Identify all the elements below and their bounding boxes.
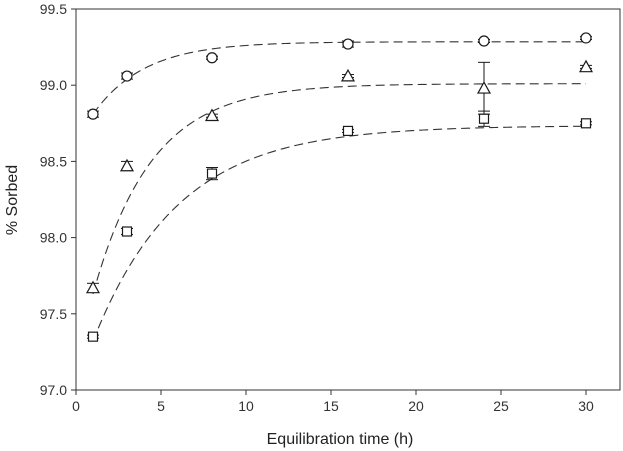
square-fit-line <box>92 125 587 342</box>
triangle-point <box>85 280 101 294</box>
x-tick-label: 30 <box>578 398 594 414</box>
circle-point <box>206 52 218 64</box>
square-point <box>478 113 490 124</box>
circle-point <box>478 35 490 47</box>
x-tick-label: 5 <box>157 398 165 414</box>
x-tick-label: 0 <box>72 398 80 414</box>
plot-frame <box>75 8 621 391</box>
y-axis-title: % Sorbed <box>4 165 21 235</box>
x-axis-title: Equilibration time (h) <box>267 431 414 448</box>
triangle-point <box>204 108 220 122</box>
x-tick-label: 10 <box>238 398 254 414</box>
triangle-point <box>119 158 135 172</box>
y-tick-label: 97.0 <box>40 382 67 398</box>
y-tick-label: 97.5 <box>40 306 67 322</box>
circle-point <box>580 32 592 44</box>
triangle-point <box>578 59 594 73</box>
square-point <box>121 226 133 237</box>
circle-point <box>342 38 354 50</box>
y-tick-label: 98.0 <box>40 230 67 246</box>
square-point <box>580 118 592 129</box>
y-tick-label: 98.5 <box>40 153 67 169</box>
x-tick-label: 20 <box>408 398 424 414</box>
y-tick-label: 99.0 <box>40 77 67 93</box>
triangle-point <box>340 68 356 82</box>
triangle-point <box>476 81 492 94</box>
x-tick-label: 15 <box>323 398 339 414</box>
x-tick-label: 25 <box>493 398 509 414</box>
square-point <box>206 168 218 179</box>
square-point <box>87 331 99 342</box>
circle-fit-line <box>92 41 586 115</box>
triangle-fit-line <box>92 83 586 295</box>
circle-point <box>121 70 133 82</box>
circle-point <box>87 108 99 120</box>
y-tick-label: 99.5 <box>40 1 67 17</box>
plot-area: 0 5 10 15 20 25 30 97.0 97.5 98.0 98.5 99.0 99.5 <box>40 1 621 414</box>
square-point <box>342 125 354 137</box>
